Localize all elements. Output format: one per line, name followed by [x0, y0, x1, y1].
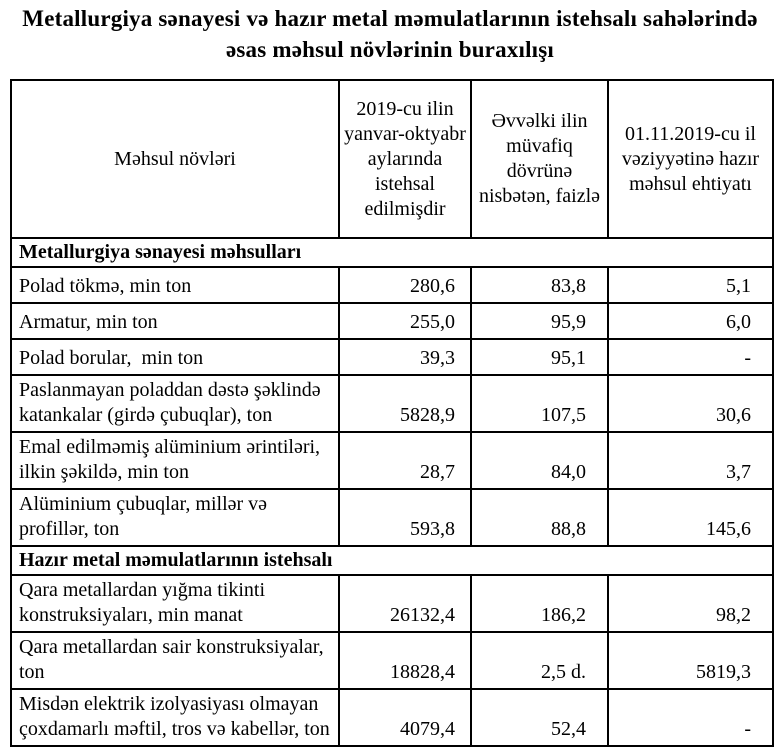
table-row: Paslanmayan poladdan dəstə şəklində kata… — [10, 374, 774, 433]
produced-value-cell: 28,7 — [338, 431, 472, 490]
table-row: Emal edilməmiş alüminium ərintiləri, ilk… — [10, 431, 774, 490]
table-header-row: Məhsul növləri 2019-cu ilin yanvar-oktya… — [10, 79, 774, 239]
product-name-cell: Polad borular, min ton — [10, 338, 340, 376]
table-row: Qara metallardan sair konstruksiyalar, t… — [10, 631, 774, 690]
stock-value-cell: 6,0 — [607, 302, 774, 340]
produced-value-cell: 255,0 — [338, 302, 472, 340]
table-row: Armatur, min ton 255,0 95,9 6,0 — [10, 302, 774, 340]
produced-value-cell: 39,3 — [338, 338, 472, 376]
table-row: Polad borular, min ton 39,3 95,1 - — [10, 338, 774, 376]
column-header-product: Məhsul növləri — [10, 79, 340, 239]
ratio-value-cell: 186,2 — [470, 574, 609, 633]
produced-value-cell: 280,6 — [338, 266, 472, 304]
section-title-finished-metal: Hazır metal məmulatlarının istehsalı — [10, 545, 774, 576]
ratio-value-cell: 2,5 d. — [470, 631, 609, 690]
product-name-cell: Qara metallardan yığma tikinti konstruks… — [10, 574, 340, 633]
produced-value-cell: 593,8 — [338, 488, 472, 547]
product-name-cell: Polad tökmə, min ton — [10, 266, 340, 304]
product-name-cell: Paslanmayan poladdan dəstə şəklində kata… — [10, 374, 340, 433]
product-name-cell: Emal edilməmiş alüminium ərintiləri, ilk… — [10, 431, 340, 490]
stock-value-cell: 5,1 — [607, 266, 774, 304]
stock-value-cell: 3,7 — [607, 431, 774, 490]
produced-value-cell: 26132,4 — [338, 574, 472, 633]
table-row: Qara metallardan yığma tikinti konstruks… — [10, 574, 774, 633]
stock-value-cell: 30,6 — [607, 374, 774, 433]
column-header-produced: 2019-cu ilin yanvar-oktyabr aylarında is… — [338, 79, 472, 239]
section-header-row: Hazır metal məmulatlarının istehsalı — [10, 545, 774, 576]
section-title-metallurgy: Metallurgiya sənayesi məhsulları — [10, 237, 774, 268]
produced-value-cell: 5828,9 — [338, 374, 472, 433]
product-name-cell: Qara metallardan sair konstruksiyalar, t… — [10, 631, 340, 690]
stock-value-cell: 145,6 — [607, 488, 774, 547]
produced-value-cell: 18828,4 — [338, 631, 472, 690]
ratio-value-cell: 84,0 — [470, 431, 609, 490]
production-table: Məhsul növləri 2019-cu ilin yanvar-oktya… — [10, 79, 774, 747]
product-name-cell: Alüminium çubuqlar, millər və profillər,… — [10, 488, 340, 547]
page-title: Metallurgiya sənayesi və hazır metal məm… — [22, 6, 758, 62]
table-row: Alüminium çubuqlar, millər və profillər,… — [10, 488, 774, 547]
stock-value-cell: 5819,3 — [607, 631, 774, 690]
ratio-value-cell: 52,4 — [470, 688, 609, 747]
produced-value-cell: 4079,4 — [338, 688, 472, 747]
column-header-ratio: Əvvəlki ilin müvafiq dövrünə nisbətən, f… — [470, 79, 609, 239]
product-name-cell: Misdən elektrik izolyasiyası olmayan çox… — [10, 688, 340, 747]
ratio-value-cell: 107,5 — [470, 374, 609, 433]
ratio-value-cell: 88,8 — [470, 488, 609, 547]
stock-value-cell: - — [607, 338, 774, 376]
ratio-value-cell: 83,8 — [470, 266, 609, 304]
table-row: Misdən elektrik izolyasiyası olmayan çox… — [10, 688, 774, 747]
ratio-value-cell: 95,9 — [470, 302, 609, 340]
stock-value-cell: - — [607, 688, 774, 747]
section-header-row: Metallurgiya sənayesi məhsulları — [10, 237, 774, 268]
stock-value-cell: 98,2 — [607, 574, 774, 633]
ratio-value-cell: 95,1 — [470, 338, 609, 376]
column-header-stock: 01.11.2019-cu il vəziyyətinə hazır məhsu… — [607, 79, 774, 239]
table-row: Polad tökmə, min ton 280,6 83,8 5,1 — [10, 266, 774, 304]
product-name-cell: Armatur, min ton — [10, 302, 340, 340]
